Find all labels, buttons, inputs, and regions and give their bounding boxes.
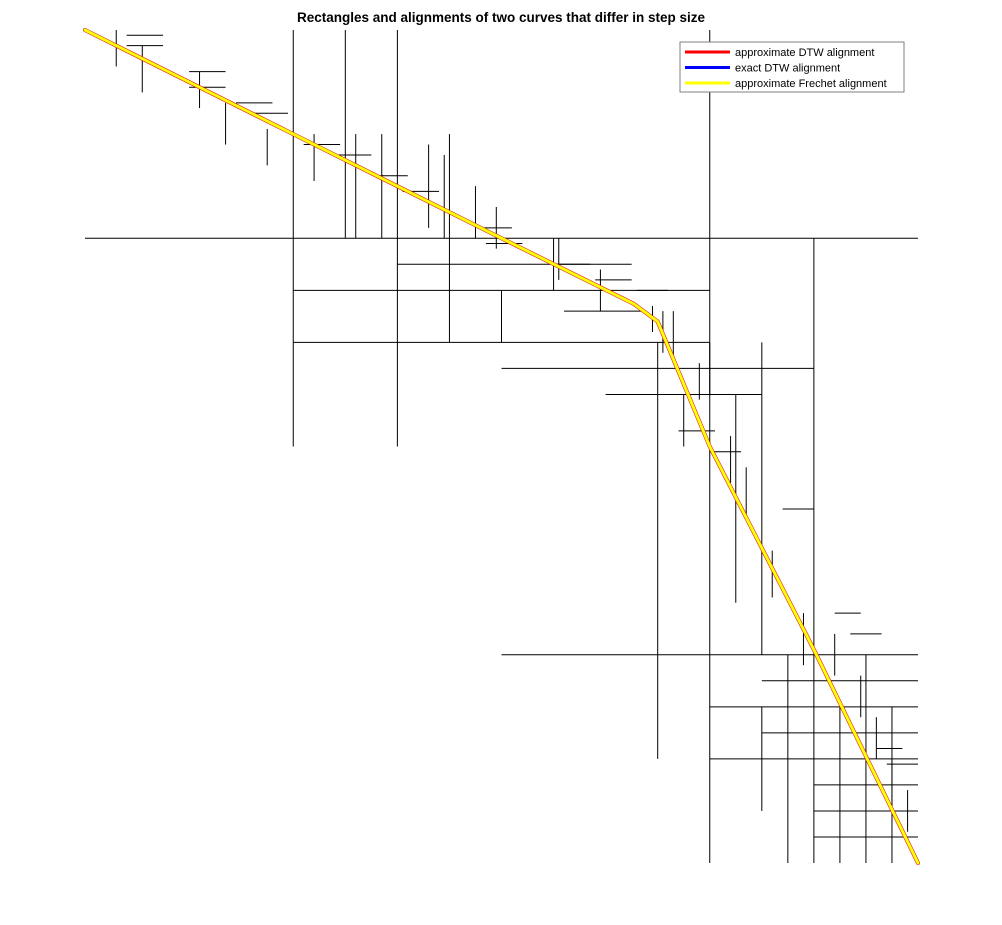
series-line-1 bbox=[83, 28, 920, 865]
alignment-series bbox=[83, 28, 920, 865]
legend-label-1: exact DTW alignment bbox=[735, 63, 840, 75]
series-line-2 bbox=[83, 28, 920, 865]
chart-title: Rectangles and alignments of two curves … bbox=[297, 10, 706, 25]
series-line-0 bbox=[83, 28, 920, 865]
rectangle-lines bbox=[85, 30, 918, 863]
legend-label-2: approximate Frechet alignment bbox=[735, 78, 887, 90]
legend-label-0: approximate DTW alignment bbox=[735, 47, 874, 59]
legend-items: approximate DTW alignment exact DTW align… bbox=[685, 47, 887, 90]
legend: approximate DTW alignment exact DTW align… bbox=[679, 41, 905, 93]
